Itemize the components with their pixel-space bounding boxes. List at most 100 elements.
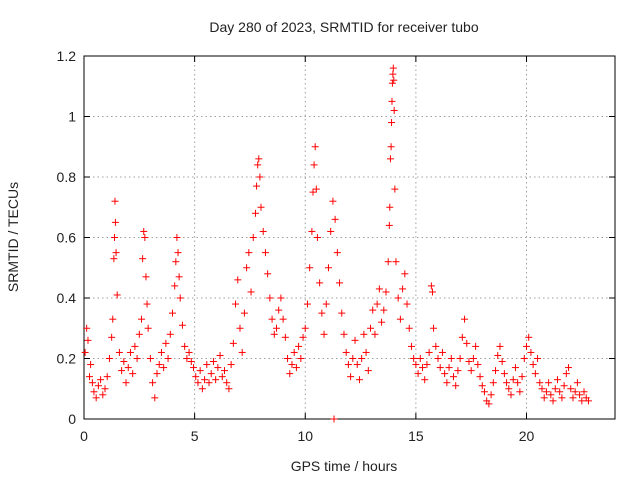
- data-point: [313, 234, 321, 241]
- data-point: [407, 342, 415, 350]
- data-point: [571, 388, 579, 396]
- data-point: [385, 221, 393, 229]
- data-point: [234, 276, 242, 284]
- data-point: [340, 330, 348, 338]
- data-point: [135, 330, 143, 338]
- data-point: [474, 361, 482, 369]
- data-point: [131, 342, 139, 350]
- data-point: [449, 373, 457, 381]
- data-point: [214, 364, 222, 372]
- data-point: [452, 382, 460, 390]
- data-point: [174, 249, 182, 257]
- data-point: [227, 361, 235, 369]
- chart-title: Day 280 of 2023, SRMTID for receiver tub…: [209, 19, 478, 35]
- data-point: [454, 367, 462, 375]
- data-point: [308, 227, 316, 235]
- data-point: [178, 321, 186, 329]
- data-point: [103, 373, 111, 381]
- data-point: [351, 336, 359, 344]
- data-point: [220, 367, 228, 375]
- data-point: [358, 355, 366, 362]
- data-point: [503, 379, 511, 387]
- data-point: [223, 379, 231, 387]
- data-point: [256, 173, 264, 181]
- data-point: [387, 143, 395, 151]
- data-point: [187, 358, 195, 366]
- data-point: [316, 279, 324, 287]
- data-point: [155, 361, 163, 369]
- data-point: [203, 361, 211, 369]
- data-point: [209, 358, 217, 366]
- data-point: [255, 155, 263, 163]
- x-tick-label: 20: [519, 428, 535, 444]
- data-point: [183, 355, 191, 362]
- data-point: [264, 270, 272, 278]
- data-point: [496, 342, 504, 350]
- data-point: [185, 348, 193, 356]
- data-point: [275, 306, 283, 314]
- data-point: [458, 333, 466, 341]
- data-point: [92, 394, 100, 402]
- data-point: [573, 379, 581, 387]
- data-point: [142, 273, 150, 281]
- data-point: [157, 348, 165, 356]
- data-point: [480, 388, 488, 396]
- data-point: [520, 355, 528, 362]
- data-point: [253, 182, 261, 190]
- data-point: [494, 351, 502, 359]
- data-point: [240, 309, 248, 317]
- data-point: [292, 364, 300, 372]
- data-point: [84, 336, 92, 344]
- data-point: [412, 361, 420, 369]
- data-point: [562, 370, 570, 378]
- data-point: [338, 309, 346, 317]
- data-point: [405, 324, 413, 332]
- axis-ticks: 0 5 10 15 20 0 0.2 0.4 0.6 0.8 1 1.2: [57, 48, 615, 444]
- data-point: [342, 348, 350, 356]
- data-point: [336, 279, 344, 287]
- data-point: [373, 300, 381, 308]
- data-point: [218, 373, 226, 381]
- data-point: [110, 255, 118, 263]
- data-point: [236, 324, 244, 332]
- y-tick-label: 0.2: [57, 351, 77, 367]
- data-point: [569, 394, 577, 402]
- data-point: [201, 376, 209, 384]
- data-point: [553, 376, 561, 384]
- data-point: [410, 355, 418, 362]
- data-point: [90, 388, 98, 396]
- data-point: [133, 355, 141, 362]
- data-point: [327, 227, 335, 235]
- data-point: [401, 270, 409, 278]
- data-point: [259, 227, 267, 235]
- data-point: [140, 227, 148, 235]
- data-point: [196, 367, 204, 375]
- data-point: [487, 391, 495, 399]
- data-point: [99, 391, 107, 399]
- data-point: [514, 379, 522, 387]
- data-point: [396, 315, 404, 323]
- data-point: [580, 388, 588, 396]
- data-point: [331, 215, 339, 223]
- data-point: [118, 367, 126, 375]
- data-point: [394, 294, 402, 302]
- data-point: [540, 394, 548, 402]
- data-point: [463, 339, 471, 347]
- data-point: [175, 273, 183, 281]
- data-point: [425, 348, 433, 356]
- data-point: [301, 324, 309, 332]
- data-point: [139, 255, 147, 263]
- data-point: [565, 364, 573, 372]
- data-point: [388, 97, 396, 105]
- data-point: [421, 376, 429, 384]
- data-point: [576, 391, 584, 399]
- data-point: [322, 300, 330, 308]
- data-point: [309, 188, 317, 196]
- y-tick-label: 1: [68, 109, 76, 125]
- data-point: [403, 300, 411, 308]
- data-point: [391, 185, 399, 193]
- data-point: [111, 197, 119, 205]
- data-point: [225, 385, 233, 393]
- data-point: [115, 348, 123, 356]
- data-point: [349, 355, 357, 362]
